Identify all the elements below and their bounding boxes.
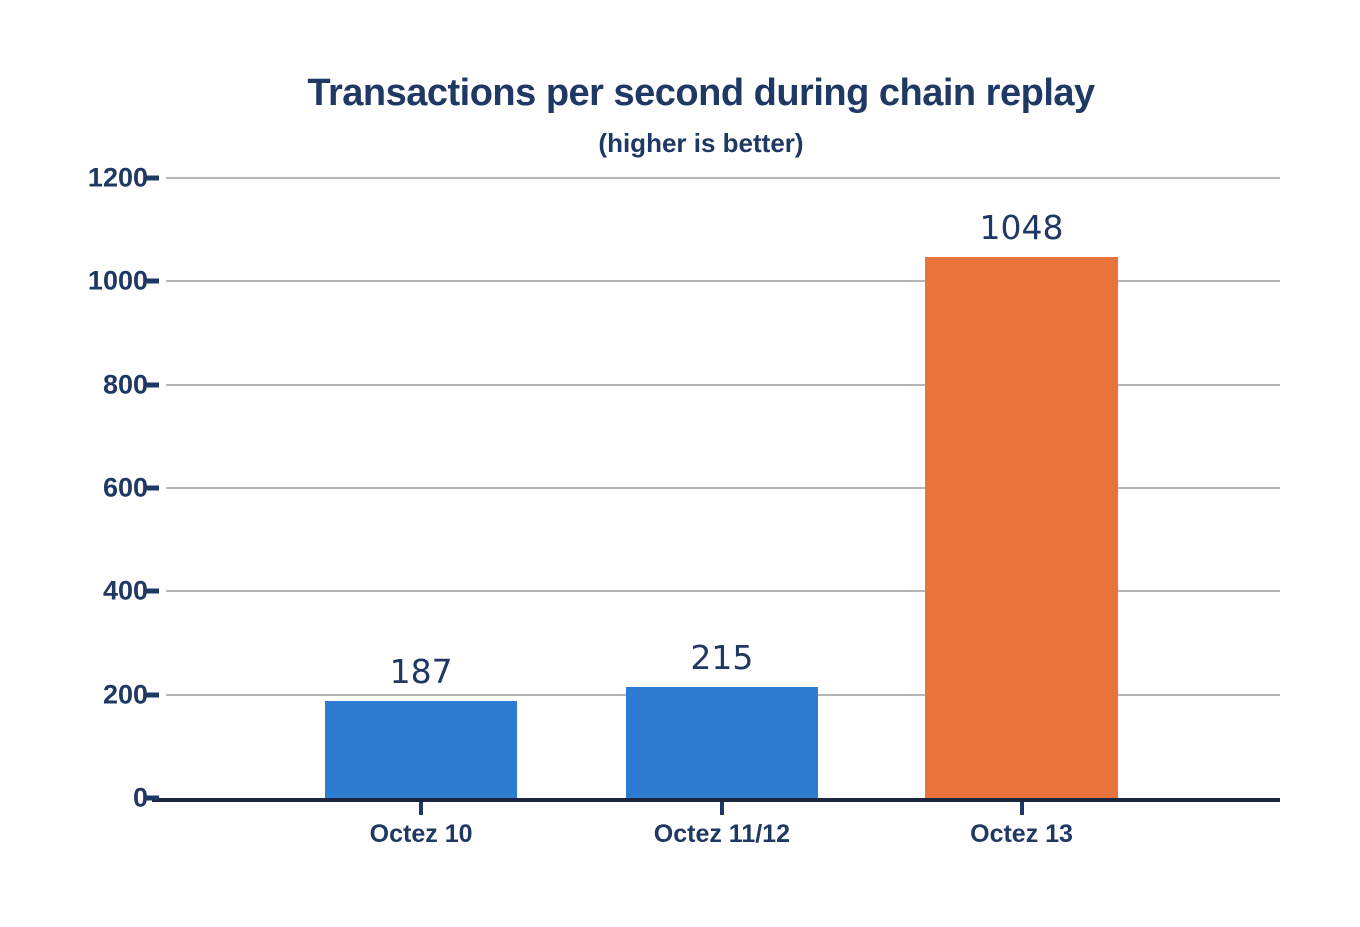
y-tick-mark [144,692,159,698]
y-tick-label: 1000 [87,265,148,296]
y-tick-label: 200 [102,679,148,710]
y-tick-label: 400 [102,575,148,606]
y-tick-label: 800 [102,369,148,400]
y-tick-label: 0 [132,782,148,813]
y-tick-mark [144,382,159,388]
gridline [166,487,1280,489]
chart-title: Transactions per second during chain rep… [307,72,1095,114]
y-tick-mark [144,485,159,491]
bar [925,256,1118,798]
x-tick-mark [1019,802,1024,815]
bar-value-label: 187 [389,652,453,692]
x-category-label: Octez 13 [970,820,1073,848]
y-tick-label: 1200 [87,162,148,193]
y-tick-mark [144,795,159,801]
y-tick-label: 600 [102,472,148,503]
y-tick-mark [144,175,159,181]
y-axis: 0 200 400 600 800 1000 1200 [0,164,148,811]
x-category-label: Octez 11/12 [653,820,790,848]
y-tick-mark [144,278,159,284]
gridline [166,383,1280,386]
x-category-label: Octez 10 [369,820,473,848]
x-tick-mark [719,802,724,815]
bar [324,701,518,798]
y-tick-mark [144,588,159,594]
x-tick-mark [419,802,424,815]
gridline [166,177,1280,179]
bar [625,686,819,798]
chart-subtitle: (higher is better) [598,128,804,158]
bar-value-label: 215 [690,637,754,677]
gridline [166,590,1280,593]
bar-value-label: 1048 [979,207,1064,247]
x-axis-line [152,798,1280,802]
gridline [166,280,1280,283]
plot-area: 187 Octez 10 215 Octez 11/12 1048 Octez 13 [144,175,1280,847]
